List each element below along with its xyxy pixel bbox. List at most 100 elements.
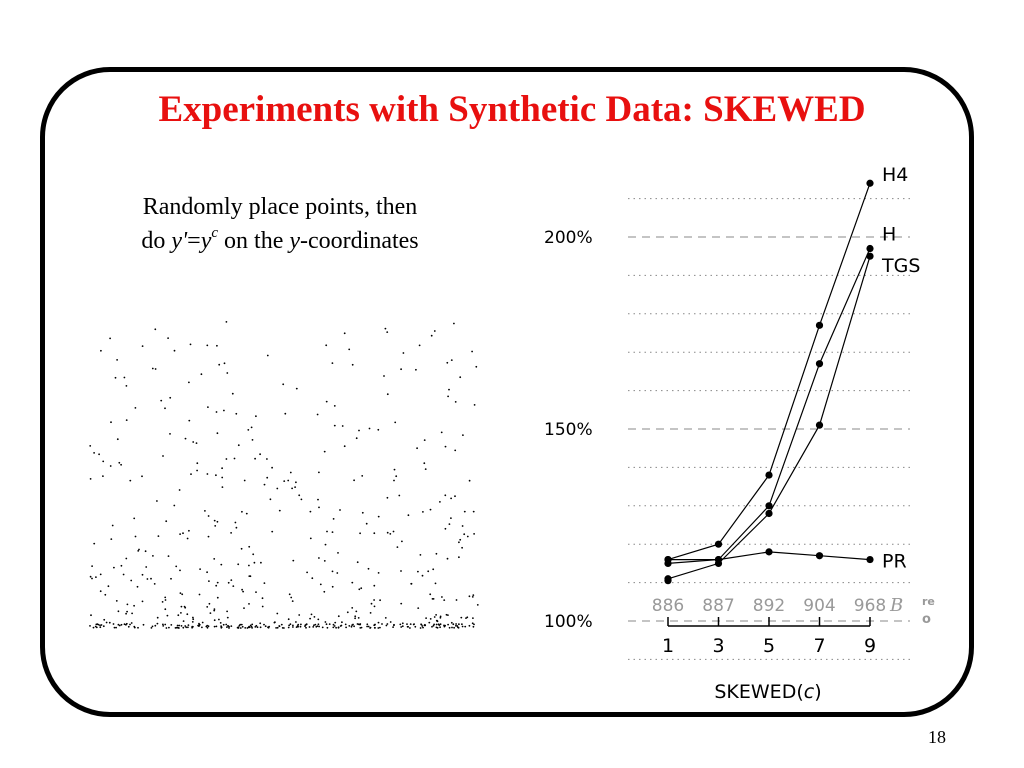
scatter-point (240, 547, 243, 550)
top-row-value: 904 (803, 596, 835, 616)
scatter-point (214, 525, 217, 527)
scatter-point (346, 611, 349, 614)
scatter-point (151, 367, 154, 370)
scatter-point (290, 596, 293, 599)
scatter-point (200, 373, 203, 376)
scatter-point (134, 407, 137, 409)
scatter-point (317, 498, 319, 501)
scatter-point (465, 617, 467, 619)
series-label-pr: PR (882, 551, 907, 573)
x-axis-title: SKEWED(c) (714, 681, 821, 703)
scatter-point (386, 331, 389, 333)
scatter-point (120, 463, 122, 466)
scatter-point (226, 626, 228, 628)
scatter-point (435, 614, 437, 616)
scatter-point (448, 626, 451, 629)
scatter-point (383, 375, 385, 377)
scatter-point (407, 514, 410, 517)
scatter-point (452, 623, 455, 626)
scatter-point (243, 479, 246, 482)
scatter-point (437, 623, 440, 626)
scatter-point (458, 623, 460, 626)
scatter-point (234, 521, 237, 524)
data-point-h4 (765, 471, 773, 479)
data-point-h4 (714, 540, 723, 548)
scatter-point (185, 626, 188, 629)
scatter-point (409, 623, 412, 625)
scatter-point (287, 618, 290, 621)
scatter-point (109, 465, 112, 467)
scatter-point (287, 626, 290, 629)
scatter-point (255, 415, 257, 418)
scatter-point (416, 447, 418, 450)
scatter-point (95, 626, 98, 629)
scatter-point (108, 621, 111, 624)
scatter-point (418, 344, 421, 347)
scatter-point (99, 590, 102, 593)
scatter-illustration (89, 321, 479, 629)
scatter-point (294, 486, 296, 488)
scatter-point (361, 511, 364, 514)
scatter-point (427, 570, 430, 573)
scatter-point (226, 372, 229, 374)
scatter-point (475, 365, 478, 368)
scatter-point (186, 537, 189, 540)
y-tick-label: 150% (544, 420, 593, 440)
scatter-point (392, 530, 395, 533)
scatter-point (331, 570, 334, 573)
scatter-point (356, 561, 359, 564)
scatter-point (471, 596, 474, 598)
scatter-point (406, 623, 408, 625)
scatter-point (318, 506, 320, 509)
scatter-point (343, 332, 346, 335)
scatter-point (373, 626, 376, 629)
scatter-point (413, 623, 415, 625)
scatter-point (439, 626, 441, 629)
scatter-point (238, 624, 241, 627)
scatter-point (309, 617, 311, 620)
scatter-point (228, 627, 230, 629)
scatter-point (454, 495, 456, 498)
scatter-point (464, 625, 467, 628)
scatter-point (399, 623, 402, 626)
scatter-point (154, 368, 157, 370)
scatter-point (289, 623, 292, 626)
desc-y-prime: y' (171, 228, 188, 254)
scatter-point (463, 533, 466, 536)
scatter-point (114, 376, 117, 379)
scatter-point (425, 617, 427, 619)
scatter-point (400, 570, 402, 572)
scatter-point (300, 498, 303, 501)
scatter-point (377, 428, 380, 431)
scatter-point (432, 624, 435, 627)
scatter-point (428, 621, 431, 624)
scatter-point (118, 624, 121, 627)
scatter-point (337, 552, 339, 554)
scatter-point (89, 575, 92, 578)
scatter-point (266, 476, 269, 479)
scatter-point (458, 556, 460, 559)
scatter-point (271, 530, 274, 533)
scatter-point (431, 598, 434, 600)
scatter-point (180, 625, 183, 627)
scatter-point (235, 412, 238, 415)
scatter-point (429, 508, 432, 511)
scatter-point (196, 462, 199, 465)
scatter-point (179, 569, 181, 572)
scatter-point (429, 593, 432, 596)
scatter-point (318, 471, 320, 474)
scatter-point (105, 621, 108, 624)
scatter-point (220, 625, 223, 627)
scatter-point (95, 576, 97, 578)
scatter-point (226, 610, 229, 613)
scatter-point (218, 363, 221, 366)
scatter-point (264, 625, 267, 628)
scatter-point (331, 585, 334, 588)
scatter-point (151, 625, 154, 628)
scatter-point (103, 618, 106, 621)
scatter-point (137, 550, 140, 552)
scatter-point (471, 622, 474, 625)
scatter-point (386, 496, 389, 499)
scatter-point (247, 626, 250, 629)
scatter-point (386, 623, 389, 625)
